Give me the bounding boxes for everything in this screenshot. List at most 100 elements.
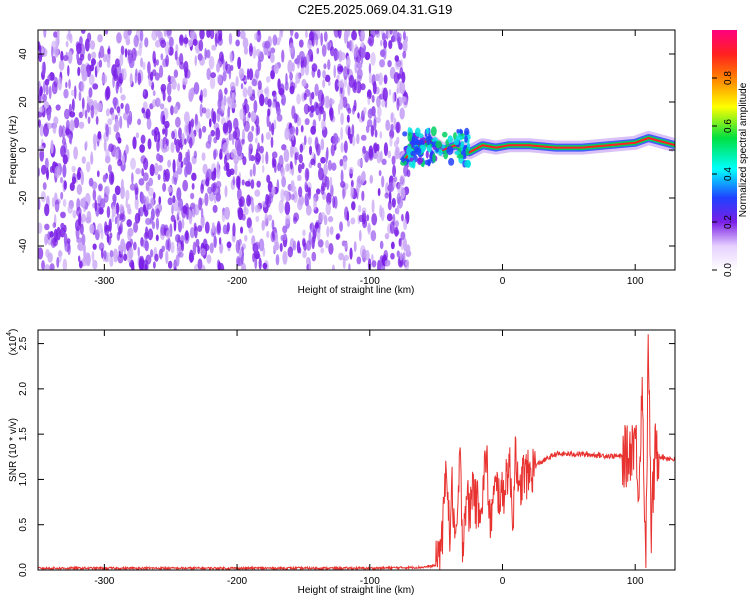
spectrum-noise-blob bbox=[324, 74, 331, 83]
spectrum-noise-blob bbox=[164, 125, 168, 138]
spectrum-noise-blob bbox=[167, 186, 173, 194]
spectrum-noise-blob bbox=[154, 72, 160, 81]
spectrum-noise-blob bbox=[406, 169, 411, 178]
spectrum-noise-blob bbox=[160, 39, 167, 48]
spectrum-noise-blob bbox=[361, 207, 367, 214]
spectrum-noise-blob bbox=[248, 111, 251, 119]
spectrum-noise-blob bbox=[62, 164, 67, 178]
spectrum-noise-blob bbox=[399, 252, 403, 261]
spectrum-noise-blob bbox=[300, 67, 305, 76]
snr-plot-area bbox=[38, 330, 675, 570]
spectrum-noise-blob bbox=[135, 168, 141, 175]
spectrum-noise-blob bbox=[38, 198, 41, 211]
spectrum-noise-blob bbox=[209, 30, 215, 40]
spectrum-noise-blob bbox=[361, 170, 366, 183]
spectrum-noise-blob bbox=[270, 47, 276, 54]
spectrum-noise-blob bbox=[402, 39, 408, 53]
spectrum-noise-blob bbox=[332, 132, 339, 146]
spectrum-noise-blob bbox=[115, 202, 120, 215]
spectrum-noise-blob bbox=[177, 220, 182, 233]
spectrum-noise-blob bbox=[271, 185, 276, 197]
spectrum-noise-blob bbox=[177, 251, 184, 258]
spectrum-noise-blob bbox=[394, 220, 399, 228]
spectrum-noise-blob bbox=[232, 176, 236, 186]
spectrum-noise-blob bbox=[401, 71, 406, 84]
spectrum-noise-blob bbox=[368, 145, 374, 159]
spectrum-noise-blob bbox=[254, 32, 258, 41]
spectrum-noise-blob bbox=[109, 256, 114, 267]
spectrum-noise-blob bbox=[85, 140, 88, 149]
spectrum-noise-blob bbox=[99, 198, 106, 209]
spectrum-noise-blob bbox=[265, 131, 271, 140]
spectrum-noise-blob bbox=[309, 105, 316, 113]
spectrum-noise-blob bbox=[289, 72, 293, 81]
spectrum-noise-blob bbox=[338, 49, 343, 63]
colorbar-label: Normalized spectral amplitude bbox=[738, 82, 749, 217]
spectrum-signal-blob bbox=[464, 130, 469, 136]
spectrum-noise-blob bbox=[236, 255, 241, 267]
spectrum-noise-blob bbox=[65, 40, 69, 48]
spectrum-signal-blob bbox=[464, 159, 472, 168]
spectrum-signal-blob bbox=[465, 147, 469, 157]
spectrum-noise-blob bbox=[271, 156, 275, 169]
spectrum-noise-blob bbox=[57, 36, 60, 46]
spectrum-noise-blob bbox=[287, 246, 294, 258]
spectrum-noise-blob bbox=[84, 109, 88, 119]
spectrum-noise-blob bbox=[144, 240, 149, 252]
spectrum-noise-blob bbox=[232, 222, 236, 237]
spectrum-noise-blob bbox=[122, 68, 127, 81]
spectrum-noise-blob bbox=[63, 232, 68, 247]
spectrum-noise-blob bbox=[360, 83, 366, 91]
spectrum-noise-blob bbox=[268, 121, 272, 132]
spectrum-noise-blob bbox=[74, 85, 77, 100]
spectrum-noise-blob bbox=[90, 104, 95, 119]
spectrum-noise-blob bbox=[155, 59, 160, 66]
spectrum-noise-blob bbox=[246, 194, 251, 207]
spectrum-noise-blob bbox=[200, 214, 205, 229]
spectrum-noise-blob bbox=[147, 138, 152, 150]
spectrum-noise-blob bbox=[224, 87, 228, 95]
spectrum-noise-blob bbox=[348, 263, 351, 270]
spectrum-noise-blob bbox=[389, 30, 393, 35]
snr-scale-factor: (x104) bbox=[6, 329, 19, 356]
spectrum-noise-blob bbox=[236, 187, 242, 201]
spectrum-noise-blob bbox=[237, 56, 242, 70]
spectrum-x-tick-label: -100 bbox=[360, 276, 380, 287]
spectrum-noise-blob bbox=[257, 58, 262, 72]
spectrum-noise-blob bbox=[284, 163, 290, 172]
spectrum-noise-blob bbox=[278, 88, 285, 96]
spectrum-noise-blob bbox=[198, 39, 204, 52]
spectrum-noise-blob bbox=[317, 239, 324, 248]
spectrum-signal-blob bbox=[438, 148, 443, 156]
spectrum-noise-blob bbox=[212, 204, 218, 213]
spectrum-noise-blob bbox=[242, 37, 249, 49]
spectrum-noise-blob bbox=[302, 229, 306, 237]
spectrum-noise-blob bbox=[364, 249, 370, 261]
spectrum-signal-blob bbox=[426, 144, 432, 153]
spectrum-noise-blob bbox=[304, 88, 311, 98]
spectrum-noise-blob bbox=[284, 201, 291, 216]
spectrum-noise-blob bbox=[38, 167, 41, 178]
spectrum-noise-blob bbox=[218, 33, 223, 42]
spectrum-noise-blob bbox=[106, 233, 110, 244]
spectrum-signal-blob bbox=[425, 150, 429, 159]
spectrum-noise-blob bbox=[350, 217, 356, 225]
spectrum-noise-blob bbox=[202, 238, 208, 252]
spectrum-noise-blob bbox=[266, 174, 271, 183]
spectrum-noise-blob bbox=[388, 89, 392, 96]
spectrum-signal-blob bbox=[459, 129, 464, 135]
spectrum-noise-blob bbox=[389, 136, 393, 147]
spectrum-noise-blob bbox=[398, 42, 403, 50]
spectrum-noise-blob bbox=[199, 30, 205, 40]
spectrum-noise-blob bbox=[101, 73, 108, 84]
spectrum-noise-blob bbox=[254, 204, 261, 213]
spectrum-noise-blob bbox=[116, 32, 122, 44]
spectrum-noise-blob bbox=[109, 250, 114, 258]
spectrum-noise-blob bbox=[387, 200, 392, 211]
spectrum-noise-blob bbox=[44, 264, 50, 270]
spectrum-noise-blob bbox=[252, 252, 255, 263]
spectrum-noise-blob bbox=[92, 243, 97, 250]
spectrum-noise-blob bbox=[241, 263, 245, 270]
spectrum-signal-blob bbox=[413, 138, 420, 147]
